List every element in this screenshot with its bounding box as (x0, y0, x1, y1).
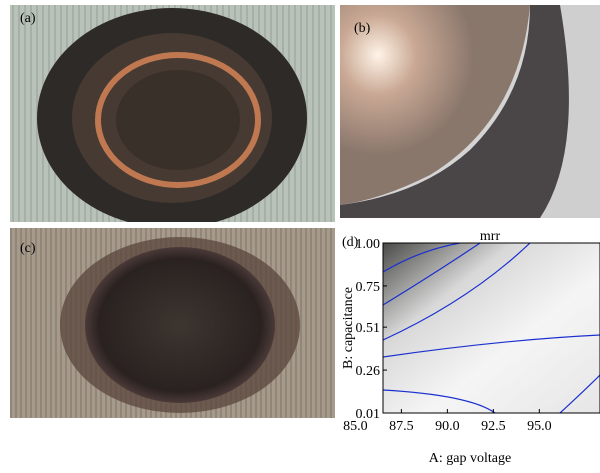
x-tick-label: 87.5 (389, 419, 414, 434)
y-tick-label: 1.00 (356, 237, 381, 252)
contour-plot (383, 243, 600, 413)
y-tick-label: 0.26 (356, 364, 381, 379)
panel-label: (b) (354, 21, 371, 36)
x-axis-label: A: gap voltage (429, 451, 511, 466)
y-tick-label: 0.01 (356, 407, 381, 422)
panel-label: (c) (20, 241, 36, 256)
x-tick-label: 90.0 (435, 419, 460, 434)
photo-b (340, 5, 600, 218)
figure: (a) (b) (c) (d) mrr A: gap voltage B: ca… (0, 0, 600, 468)
y-tick-label: 0.51 (356, 321, 381, 336)
photo-a (10, 5, 335, 228)
y-tick-label: 0.75 (356, 280, 381, 295)
panel-label: (a) (20, 11, 36, 26)
chart-title: mrr (480, 229, 501, 244)
x-tick-label: 95.0 (527, 419, 552, 434)
plot-background (383, 243, 600, 413)
photo-c (10, 228, 335, 418)
y-axis-label: B: capacitance (341, 287, 356, 369)
x-tick-label: 92.5 (481, 419, 506, 434)
